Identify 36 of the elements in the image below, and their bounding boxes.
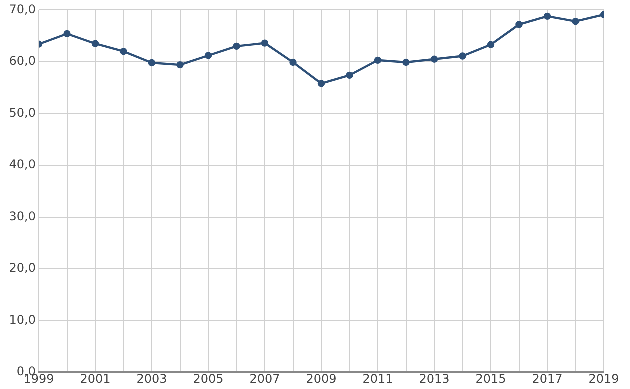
y-tick-label: 60,0 [9, 54, 36, 68]
y-tick-label: 20,0 [9, 261, 36, 276]
x-tick-label: 2003 [136, 372, 168, 386]
x-tick-label: 2007 [250, 372, 280, 386]
point [430, 56, 438, 63]
x-tick-label: 2015 [476, 372, 506, 386]
point [120, 48, 128, 56]
point [64, 30, 71, 38]
point [261, 40, 269, 47]
y-tick-label: 50,0 [9, 106, 36, 120]
x-tick-label: 2013 [419, 372, 450, 386]
x-tick-label: 2017 [532, 372, 563, 386]
point [346, 72, 354, 80]
x-tick-label: 2005 [193, 372, 224, 386]
x-tick-label: 2001 [80, 372, 111, 386]
point [233, 42, 240, 50]
x-tick-label: 2011 [362, 372, 394, 386]
point [516, 21, 523, 28]
point [374, 56, 382, 64]
point [204, 52, 212, 60]
x-tick-label: 2019 [588, 372, 620, 386]
x-tick-label: 2009 [306, 372, 337, 386]
point [487, 41, 495, 48]
point [148, 59, 156, 67]
point [402, 58, 410, 66]
point [318, 80, 326, 88]
point [290, 58, 297, 66]
point [572, 18, 580, 26]
point [544, 12, 552, 20]
y-tick-label: 70,0 [9, 2, 36, 16]
point [176, 61, 184, 69]
y-tick-label: 40,0 [9, 158, 36, 172]
y-tick-label: 10,0 [9, 312, 36, 327]
point [92, 40, 100, 48]
point [459, 52, 466, 60]
y-tick-label: 30,0 [9, 209, 36, 224]
